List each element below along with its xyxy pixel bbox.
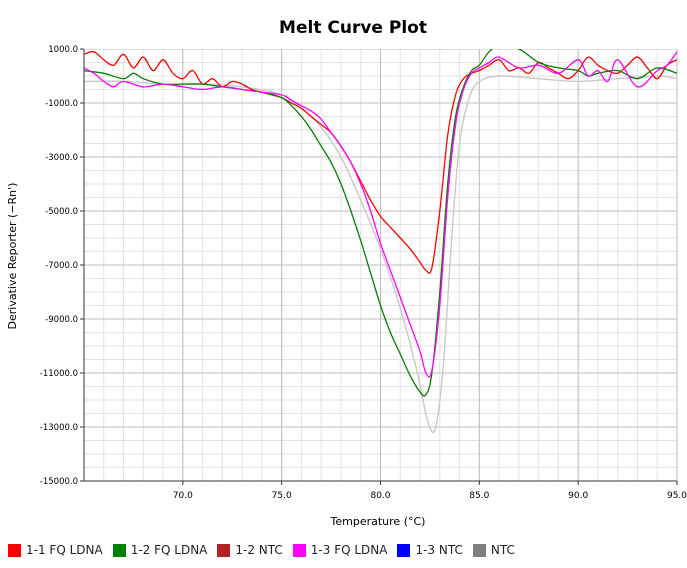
x-tick-label: 75.0 — [272, 491, 292, 501]
x-tick-label: 85.0 — [469, 491, 489, 501]
x-tick-label: 80.0 — [370, 491, 390, 501]
y-tick-label: -7000.0 — [45, 261, 78, 271]
x-tick-label: 70.0 — [173, 491, 193, 501]
y-tick-label: -5000.0 — [45, 207, 78, 217]
y-tick-label: -11000.0 — [40, 369, 78, 379]
series-line-1-2-fq-ldna — [83, 45, 678, 397]
legend-swatch — [472, 543, 486, 557]
legend-label: 1-3 FQ LDNA — [310, 543, 388, 557]
legend-item-1-3-ntc[interactable]: 1-3 NTC — [397, 543, 463, 557]
legend-label: 1-1 FQ LDNA — [26, 543, 103, 557]
legend-item-1-2-ntc[interactable]: 1-2 NTC — [217, 543, 283, 557]
y-tick-label: 1000.0 — [48, 45, 78, 55]
series-line-ntc — [83, 75, 678, 434]
legend-label: NTC — [490, 543, 515, 557]
y-tick-label: -1000.0 — [45, 99, 78, 109]
series-line-1-3-fq-ldna — [83, 51, 678, 378]
series-line-1-1-fq-ldna — [83, 50, 678, 274]
y-tick-label: -15000.0 — [40, 477, 78, 487]
grid — [83, 48, 678, 482]
axes: 70.0 75.0 80.0 85.0 90.0 95.0 1000.0 -1000.0 -30… — [0, 40, 687, 501]
right-margin — [678, 40, 687, 500]
legend-swatch — [397, 543, 411, 557]
y-tick-label: -13000.0 — [40, 423, 78, 433]
chart-title: Melt Curve Plot — [279, 18, 427, 38]
legend-item-1-2-fq-ldna[interactable]: 1-2 FQ LDNA — [112, 543, 208, 557]
x-tick-label: 90.0 — [568, 491, 588, 501]
legend-item-1-3-fq-ldna[interactable]: 1-3 FQ LDNA — [292, 543, 388, 557]
legend-swatch — [112, 543, 126, 557]
y-tick-label: -9000.0 — [45, 315, 78, 325]
legend-label: 1-2 FQ LDNA — [130, 543, 208, 557]
y-tick-label: -3000.0 — [45, 153, 78, 163]
legend: 1-1 FQ LDNA 1-2 FQ LDNA 1-2 NTC 1-3 FQ LDNA… — [8, 543, 525, 557]
legend-item-ntc[interactable]: NTC — [472, 543, 515, 557]
x-axis-label: Temperature (°C) — [330, 515, 426, 528]
legend-swatch — [8, 543, 21, 557]
series-lines — [83, 45, 678, 434]
top-margin — [84, 40, 677, 49]
legend-label: 1-2 NTC — [235, 543, 283, 557]
legend-label: 1-3 NTC — [415, 543, 463, 557]
legend-item-1-1-fq-ldna[interactable]: 1-1 FQ LDNA — [8, 543, 103, 557]
x-tick-label: 95.0 — [667, 491, 687, 501]
y-axis-label: Derivative Reporter (−Rn') — [6, 183, 19, 330]
legend-swatch — [292, 543, 306, 557]
left-margin — [0, 40, 84, 500]
legend-swatch — [217, 543, 231, 557]
